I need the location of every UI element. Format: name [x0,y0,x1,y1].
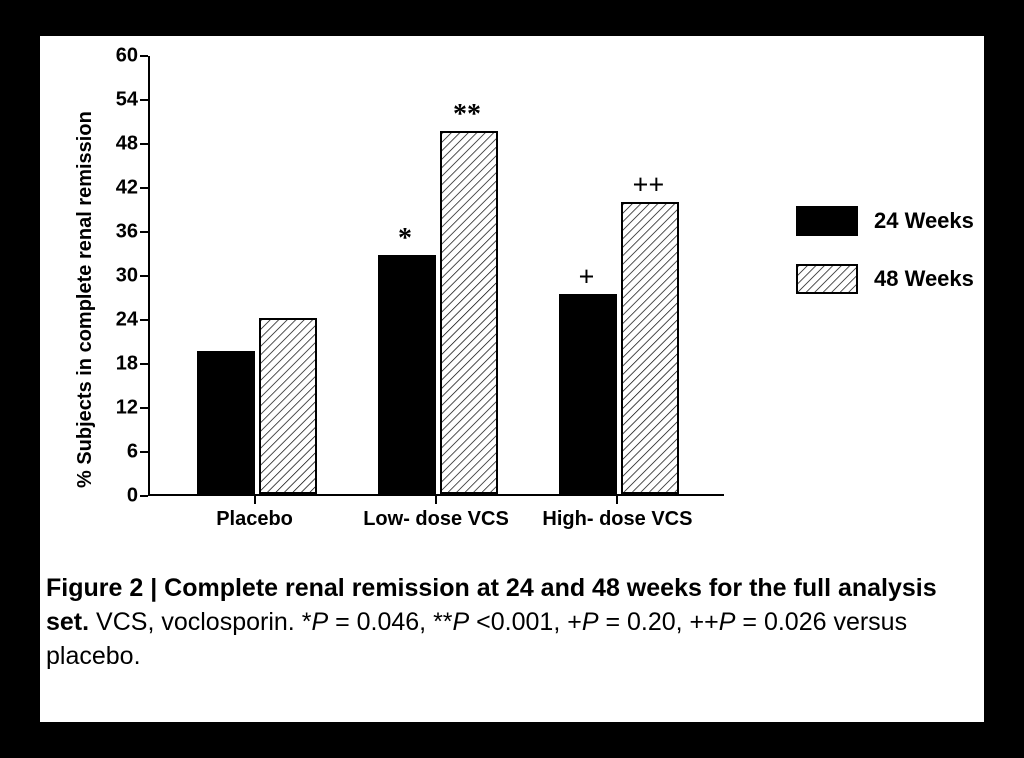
y-tick-mark [140,407,148,409]
legend: 24 Weeks 48 Weeks [796,206,974,322]
figure-label: Figure 2 [46,574,143,602]
bar-48-weeks [621,202,679,494]
y-tick-label: 30 [104,265,138,288]
significance-marker: + [578,262,594,294]
bar-48-weeks [259,318,317,494]
y-tick-label: 48 [104,133,138,156]
figure-canvas: % Subjects in complete renal remission 2… [40,36,984,722]
y-tick-label: 60 [104,45,138,68]
y-tick-mark [140,363,148,365]
y-tick-mark [140,495,148,497]
legend-item: 24 Weeks [796,206,974,236]
y-tick-label: 0 [104,485,138,508]
y-axis-label: % Subjects in complete renal remission [74,48,97,488]
bar-24-weeks [559,294,617,494]
y-tick-mark [140,187,148,189]
x-tick-label: High- dose VCS [542,508,692,531]
y-tick-mark [140,55,148,57]
y-tick-mark [140,231,148,233]
y-tick-label: 54 [104,89,138,112]
y-tick-mark [140,275,148,277]
y-tick-mark [140,143,148,145]
significance-marker: ++ [632,170,664,202]
legend-swatch [796,264,858,294]
x-tick-label: Low- dose VCS [363,508,509,531]
y-tick-label: 18 [104,353,138,376]
bar-24-weeks [378,255,436,494]
x-tick-label: Placebo [216,508,293,531]
y-tick-mark [140,451,148,453]
figure-caption: Figure 2 | Complete renal remission at 2… [46,572,976,673]
legend-label: 48 Weeks [874,266,974,292]
x-tick-mark [435,496,437,504]
bar-24-weeks [197,351,255,494]
plot-area [148,56,724,496]
significance-marker: * [398,223,412,255]
legend-swatch [796,206,858,236]
legend-item: 48 Weeks [796,264,974,294]
y-tick-label: 36 [104,221,138,244]
y-tick-label: 12 [104,397,138,420]
caption-abbrev: VCS, voclosporin. [96,608,295,636]
significance-marker: ** [453,99,481,131]
y-tick-mark [140,319,148,321]
x-tick-mark [254,496,256,504]
y-tick-mark [140,99,148,101]
y-tick-label: 24 [104,309,138,332]
legend-label: 24 Weeks [874,208,974,234]
y-tick-label: 42 [104,177,138,200]
y-tick-label: 6 [104,441,138,464]
bar-48-weeks [440,131,498,494]
x-tick-mark [616,496,618,504]
